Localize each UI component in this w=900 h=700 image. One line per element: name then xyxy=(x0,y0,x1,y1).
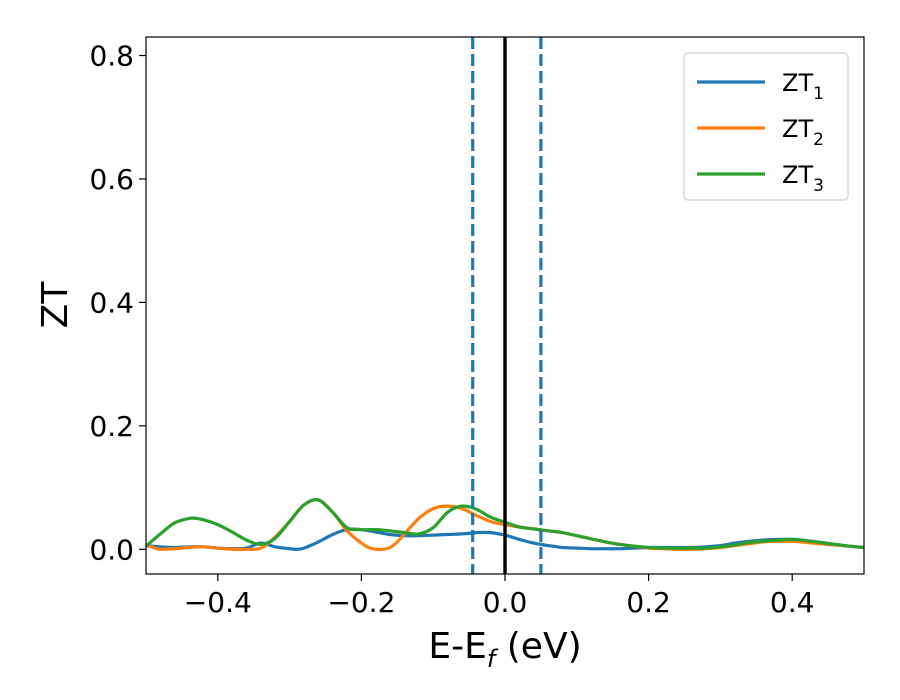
legend-label-zt2: ZT2 xyxy=(782,115,824,150)
y-tick-label: 0.6 xyxy=(89,163,134,196)
y-tick-label: 0.0 xyxy=(89,533,134,566)
x-tick-label: −0.4 xyxy=(184,586,252,619)
y-tick-label: 0.4 xyxy=(89,286,134,319)
y-tick-label: 0.8 xyxy=(89,40,134,73)
y-axis-label: ZT xyxy=(35,281,76,329)
x-tick-label: −0.2 xyxy=(327,586,395,619)
x-axis-label: E-Ef (eV) xyxy=(428,626,581,673)
x-tick-label: 0.0 xyxy=(483,586,528,619)
legend-box xyxy=(683,52,849,201)
x-tick-label: 0.2 xyxy=(626,586,671,619)
x-axis-label-units: (eV) xyxy=(495,626,581,667)
series-line-zt3 xyxy=(146,498,864,550)
legend-label-zt3: ZT3 xyxy=(782,161,824,196)
y-tick-label: 0.2 xyxy=(89,410,134,443)
legend: ZT1 ZT2 ZT3 xyxy=(683,52,849,201)
x-axis-label-main: E-E xyxy=(428,626,486,667)
x-tick-label: 0.4 xyxy=(770,586,815,619)
legend-label-zt1: ZT1 xyxy=(782,69,824,104)
